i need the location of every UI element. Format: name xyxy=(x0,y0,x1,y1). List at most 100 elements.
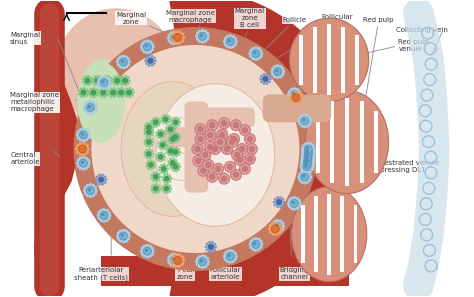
Circle shape xyxy=(257,57,261,60)
Circle shape xyxy=(164,176,170,182)
Circle shape xyxy=(208,241,211,244)
Circle shape xyxy=(178,264,182,268)
Circle shape xyxy=(268,75,271,78)
Circle shape xyxy=(201,254,204,258)
Circle shape xyxy=(178,41,182,45)
Circle shape xyxy=(114,83,116,86)
Circle shape xyxy=(155,157,158,160)
Circle shape xyxy=(177,163,180,165)
Circle shape xyxy=(91,101,95,104)
Circle shape xyxy=(168,121,170,123)
Circle shape xyxy=(140,45,144,49)
Circle shape xyxy=(273,75,277,78)
Circle shape xyxy=(170,167,173,170)
Circle shape xyxy=(170,152,173,155)
Circle shape xyxy=(259,78,262,80)
Circle shape xyxy=(276,75,280,79)
Circle shape xyxy=(98,93,100,95)
Circle shape xyxy=(254,248,258,252)
Circle shape xyxy=(105,94,108,97)
Circle shape xyxy=(174,159,177,162)
Circle shape xyxy=(273,229,277,233)
Circle shape xyxy=(155,125,158,128)
Circle shape xyxy=(126,87,128,90)
Circle shape xyxy=(167,132,170,134)
Text: Follicular
B cell: Follicular B cell xyxy=(269,14,353,63)
Circle shape xyxy=(271,222,274,225)
Circle shape xyxy=(146,144,148,147)
Circle shape xyxy=(173,149,179,155)
Circle shape xyxy=(143,43,151,51)
Circle shape xyxy=(151,128,154,131)
Circle shape xyxy=(164,133,166,135)
Circle shape xyxy=(175,162,178,164)
Circle shape xyxy=(276,64,280,68)
Circle shape xyxy=(141,48,144,51)
Circle shape xyxy=(101,183,104,186)
Circle shape xyxy=(279,196,282,199)
Circle shape xyxy=(172,35,175,39)
Circle shape xyxy=(198,165,209,176)
Circle shape xyxy=(303,125,307,128)
Circle shape xyxy=(202,152,209,158)
Circle shape xyxy=(91,45,300,253)
Circle shape xyxy=(167,139,170,142)
Circle shape xyxy=(306,154,309,157)
Circle shape xyxy=(153,56,156,59)
Circle shape xyxy=(200,34,203,37)
Circle shape xyxy=(165,127,168,129)
Text: Red pulp
venule: Red pulp venule xyxy=(399,40,429,53)
Circle shape xyxy=(117,231,120,235)
Circle shape xyxy=(146,149,148,152)
Circle shape xyxy=(209,122,216,129)
Circle shape xyxy=(245,134,255,145)
Circle shape xyxy=(265,73,268,76)
Circle shape xyxy=(148,135,151,138)
Circle shape xyxy=(302,160,306,164)
Circle shape xyxy=(211,250,214,253)
Circle shape xyxy=(111,81,114,83)
Circle shape xyxy=(145,249,148,252)
Circle shape xyxy=(290,99,293,103)
Circle shape xyxy=(177,39,181,43)
Circle shape xyxy=(82,127,85,131)
Circle shape xyxy=(170,119,173,122)
Circle shape xyxy=(311,157,314,161)
Circle shape xyxy=(82,78,85,80)
Circle shape xyxy=(300,162,304,166)
Circle shape xyxy=(104,175,107,178)
Circle shape xyxy=(163,163,166,166)
Circle shape xyxy=(198,40,201,43)
Circle shape xyxy=(175,125,178,128)
Circle shape xyxy=(206,248,209,251)
Circle shape xyxy=(94,75,97,78)
Circle shape xyxy=(298,178,301,182)
Circle shape xyxy=(178,258,182,262)
Circle shape xyxy=(79,138,82,142)
Circle shape xyxy=(110,79,113,82)
Circle shape xyxy=(211,241,214,244)
Circle shape xyxy=(97,214,100,217)
Circle shape xyxy=(80,87,82,90)
Circle shape xyxy=(170,31,173,35)
Circle shape xyxy=(231,45,235,48)
Circle shape xyxy=(174,264,178,268)
Circle shape xyxy=(107,83,109,86)
Circle shape xyxy=(217,139,223,145)
Circle shape xyxy=(298,116,301,120)
Circle shape xyxy=(157,136,160,139)
Text: Marginal
sinus: Marginal sinus xyxy=(10,31,40,45)
Circle shape xyxy=(152,126,155,129)
Circle shape xyxy=(148,50,152,53)
Circle shape xyxy=(170,177,172,180)
Circle shape xyxy=(109,95,112,98)
Circle shape xyxy=(272,222,275,225)
Circle shape xyxy=(128,60,131,64)
Circle shape xyxy=(170,136,175,142)
Circle shape xyxy=(87,83,90,86)
Circle shape xyxy=(312,150,316,153)
Circle shape xyxy=(228,45,232,49)
Circle shape xyxy=(158,190,160,193)
Circle shape xyxy=(154,164,156,166)
Circle shape xyxy=(309,160,313,163)
